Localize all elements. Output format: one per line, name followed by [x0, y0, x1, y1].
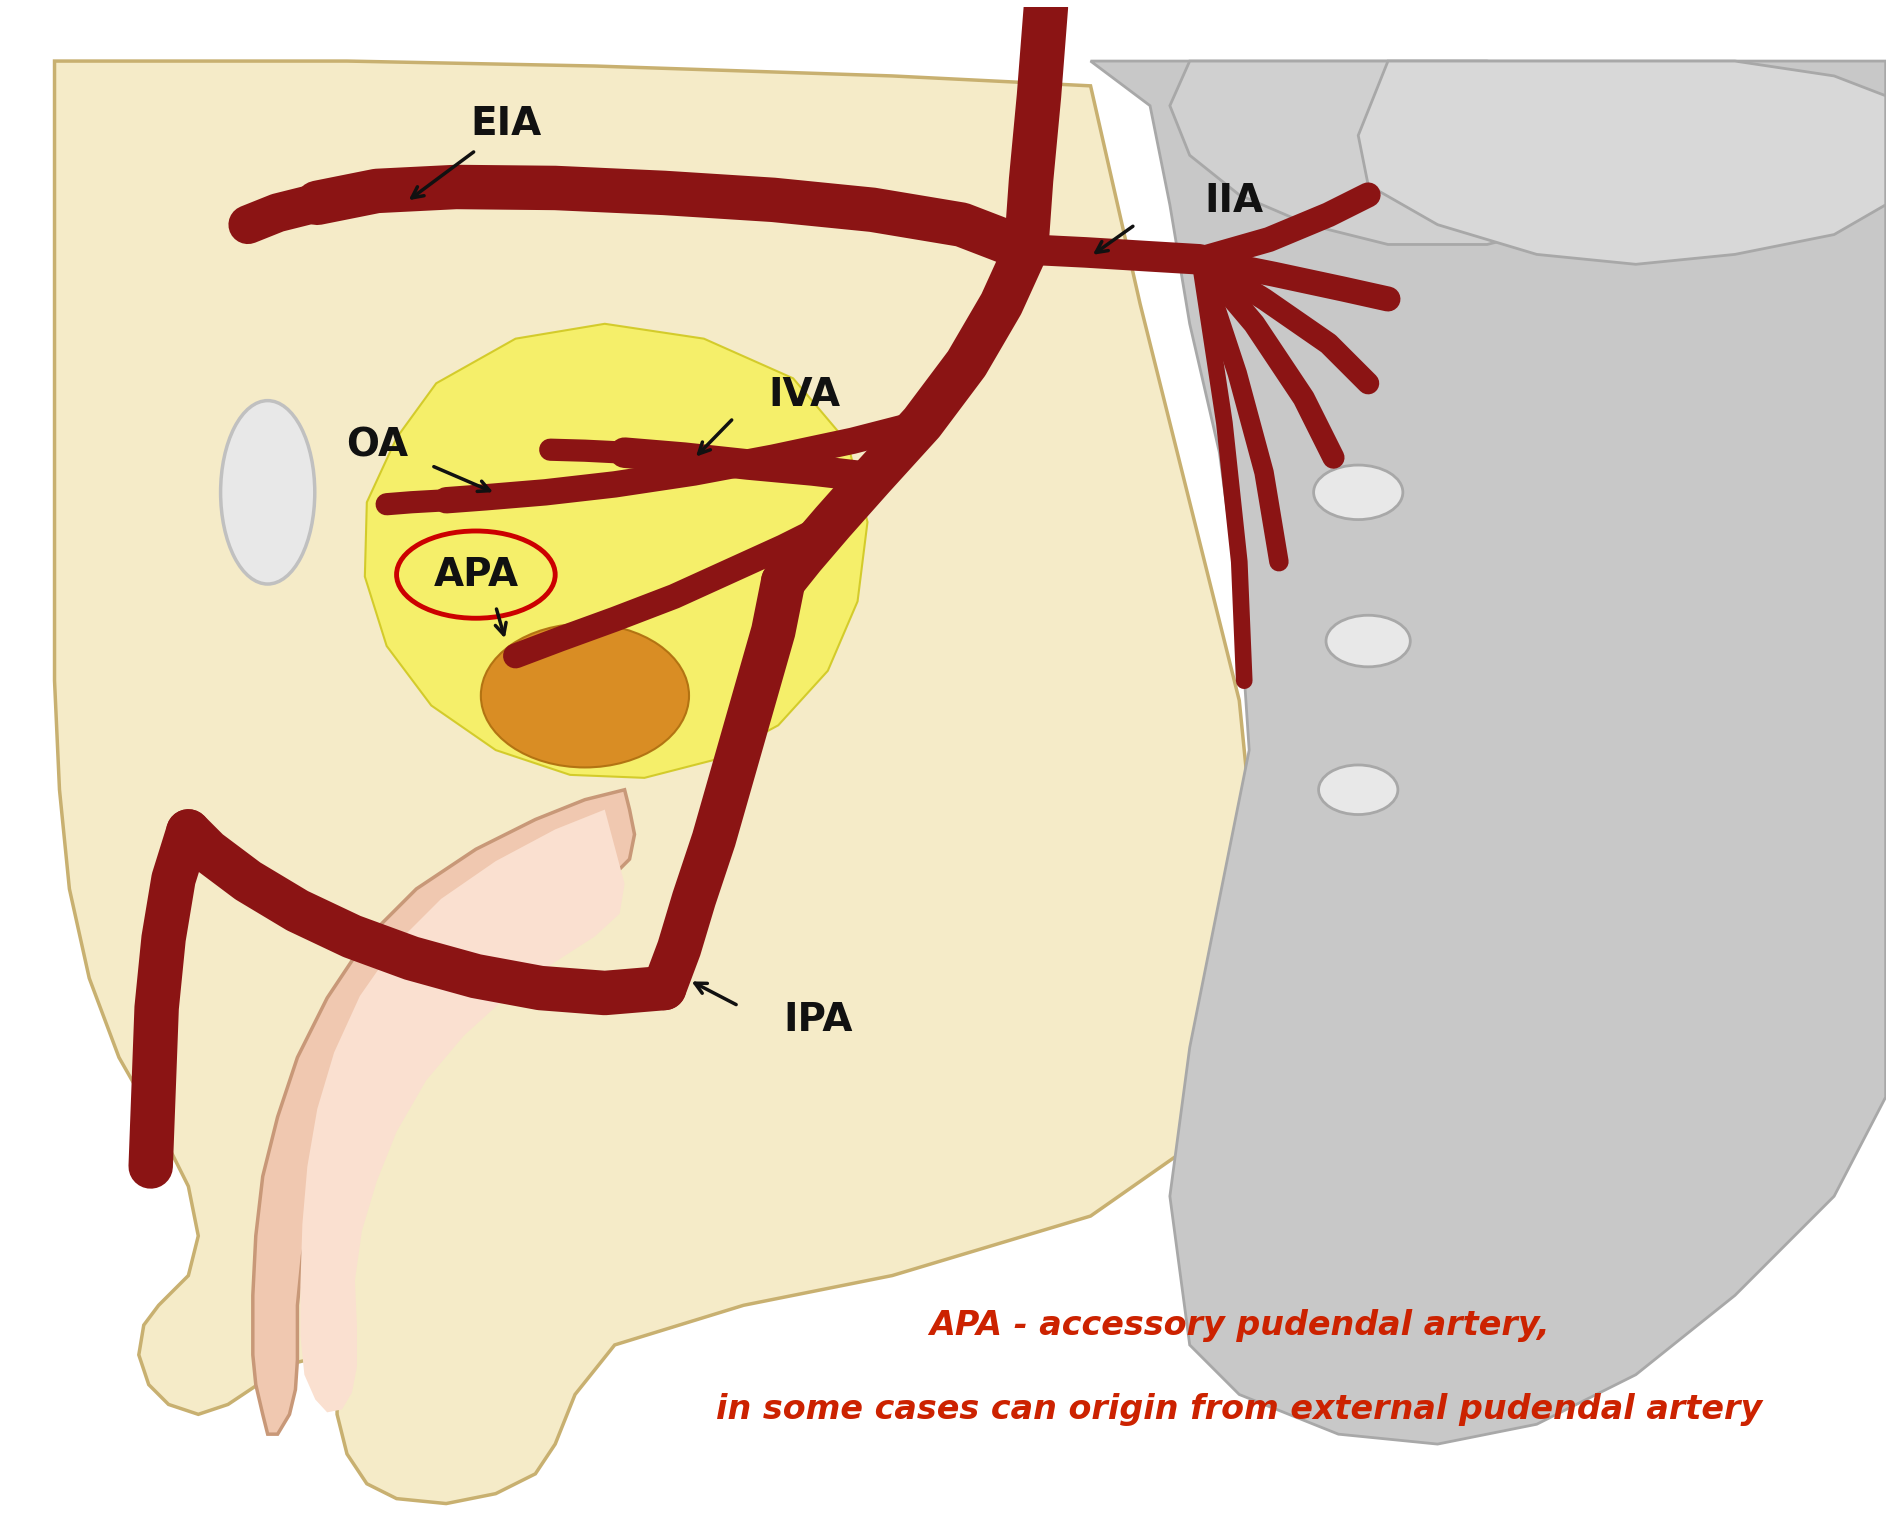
Text: EIA: EIA	[470, 105, 542, 143]
Polygon shape	[253, 790, 635, 1434]
Text: IVA: IVA	[768, 376, 841, 414]
Text: IPA: IPA	[784, 1001, 852, 1038]
Text: IIA: IIA	[1204, 181, 1263, 219]
Ellipse shape	[1326, 615, 1409, 667]
Polygon shape	[365, 324, 867, 778]
Polygon shape	[1090, 61, 1885, 1444]
Polygon shape	[301, 810, 624, 1412]
Ellipse shape	[1318, 766, 1398, 814]
Polygon shape	[1170, 61, 1636, 245]
Text: OA: OA	[346, 426, 407, 464]
Text: in some cases can origin from external pudendal artery: in some cases can origin from external p…	[717, 1393, 1763, 1426]
Ellipse shape	[221, 400, 314, 584]
Text: APA - accessory pudendal artery,: APA - accessory pudendal artery,	[928, 1309, 1550, 1341]
Text: APA: APA	[434, 556, 519, 594]
Ellipse shape	[481, 624, 689, 767]
Polygon shape	[55, 61, 1259, 1504]
Polygon shape	[1358, 61, 1885, 265]
Ellipse shape	[1314, 466, 1404, 519]
